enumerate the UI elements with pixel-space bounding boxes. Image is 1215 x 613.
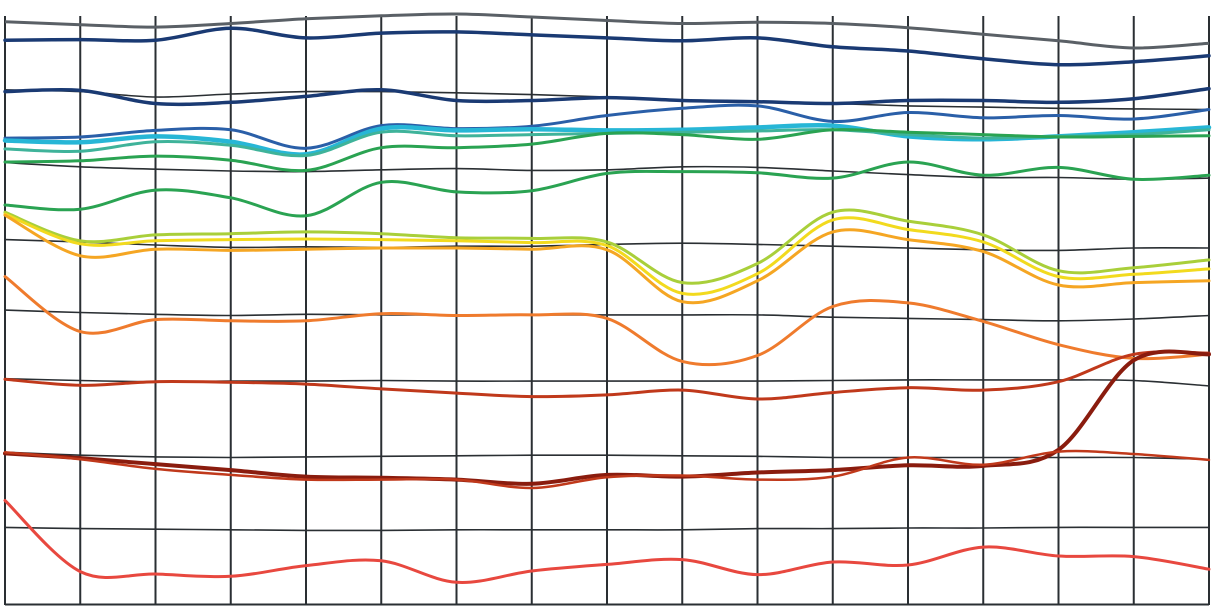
plot-area xyxy=(2,8,1212,606)
series-line-14 xyxy=(3,449,1211,490)
series-line-13 xyxy=(3,349,1211,486)
horizontal-gridline xyxy=(4,309,1210,322)
series-line-10 xyxy=(3,213,1211,305)
series-line-12 xyxy=(3,350,1211,401)
horizontal-gridline xyxy=(4,161,1210,181)
series-line-2 xyxy=(3,86,1211,107)
series-line-8 xyxy=(3,208,1211,285)
horizontal-gridline xyxy=(4,12,1210,50)
series-line-15 xyxy=(3,499,1211,584)
series-lines xyxy=(2,26,1212,584)
series-line-3 xyxy=(3,103,1211,150)
series-line-1 xyxy=(3,26,1211,67)
horizontal-gridline xyxy=(4,526,1209,532)
series-line-11 xyxy=(3,275,1211,367)
horizontal-gridline xyxy=(4,451,1210,461)
series-line-7 xyxy=(3,160,1211,218)
series-line-9 xyxy=(3,212,1211,296)
series-line-6 xyxy=(3,128,1211,173)
